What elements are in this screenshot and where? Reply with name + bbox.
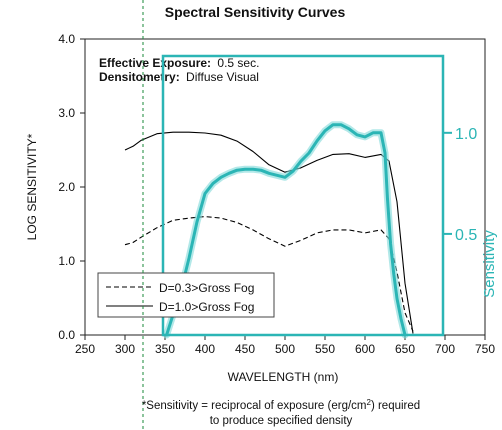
annotation-densitometry-value: Diffuse Visual: [186, 70, 259, 84]
x-tick-label: 550: [315, 342, 335, 356]
series-line-1: [124, 216, 414, 332]
chart-legend: D=0.3>Gross Fog D=1.0>Gross Fog: [97, 272, 275, 318]
x-tick-label: 700: [435, 342, 455, 356]
chart-title: Spectral Sensitivity Curves: [165, 4, 346, 20]
y-tick-label: 2.0: [58, 180, 75, 194]
y2-tick-label: 1.0: [455, 126, 477, 143]
secondary-y-axis-ticks: 0.5 1.0: [443, 126, 477, 244]
x-axis-label: WAVELENGTH (nm): [228, 370, 339, 384]
x-tick-label: 350: [155, 342, 175, 356]
legend-label-series-2: D=1.0>Gross Fog: [159, 300, 254, 314]
y-tick-label: 4.0: [58, 32, 75, 46]
legend-label-series-1: D=0.3>Gross Fog: [159, 281, 254, 295]
annotation-densitometry-label: Densitometry:: [99, 70, 180, 84]
y-tick-label: 3.0: [58, 106, 75, 120]
x-tick-label: 300: [115, 342, 135, 356]
annotation-exposure-value: 0.5 sec.: [217, 56, 259, 70]
annotation-block: Effective Exposure: 0.5 sec. Densitometr…: [99, 56, 259, 84]
legend-box: [97, 272, 275, 318]
series-line-3: [165, 123, 407, 337]
footnote-line-1: *Sensitivity = reciprocal of exposure (e…: [142, 398, 420, 413]
x-tick-label: 750: [475, 342, 495, 356]
y-axis-ticks: 0.0 1.0 2.0 3.0 4.0: [58, 32, 85, 342]
y-tick-label: 1.0: [58, 254, 75, 268]
annotation-line-2: Densitometry: Diffuse Visual: [99, 70, 259, 84]
x-tick-label: 400: [195, 342, 215, 356]
secondary-y-axis-label: Sensitivity: [481, 230, 498, 298]
y2-tick-label: 0.5: [455, 227, 477, 244]
series-layer: [124, 121, 414, 339]
x-axis-ticks: 250 300 350 400 450 500 550 600 650 700 750: [75, 335, 495, 356]
y-axis-label: LOG SENSITIVITY*: [25, 133, 39, 240]
x-tick-label: 600: [355, 342, 375, 356]
x-tick-label: 250: [75, 342, 95, 356]
annotation-line-1: Effective Exposure: 0.5 sec.: [99, 56, 259, 70]
x-tick-label: 450: [235, 342, 255, 356]
y-tick-label: 0.0: [58, 328, 75, 342]
x-tick-label: 650: [395, 342, 415, 356]
x-tick-label: 500: [275, 342, 295, 356]
annotation-exposure-label: Effective Exposure:: [99, 56, 211, 70]
footnote-line-2: to produce specified density: [210, 415, 353, 427]
teal-plot-box: [161, 54, 445, 337]
